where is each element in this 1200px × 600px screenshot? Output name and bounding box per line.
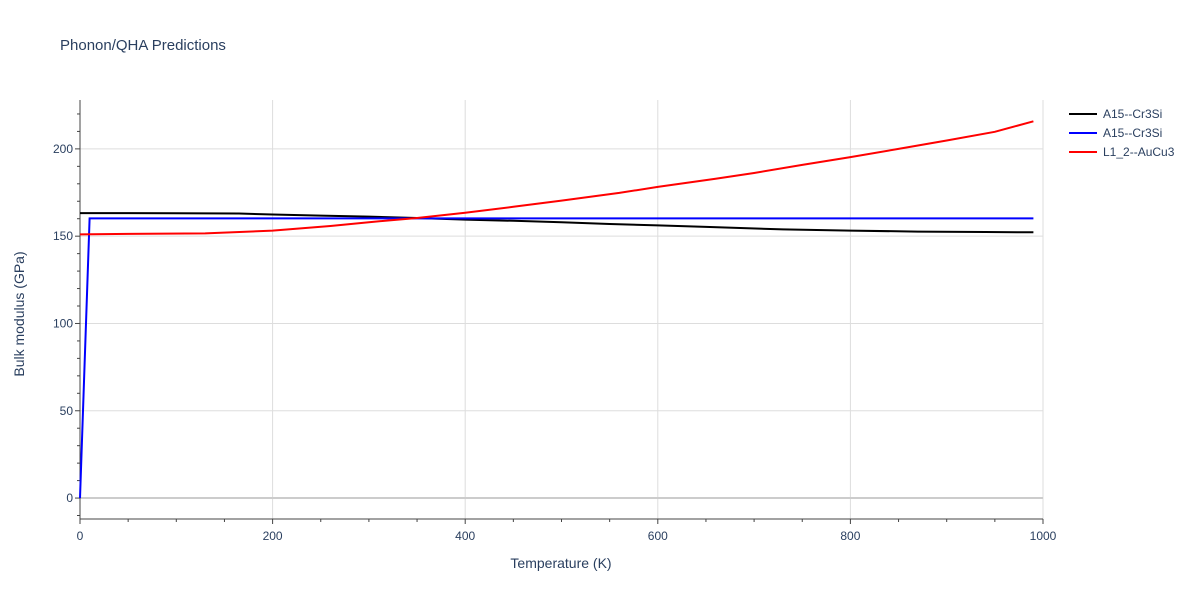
legend[interactable]: A15--Cr3Si A15--Cr3Si L1_2--AuCu3 bbox=[1069, 107, 1175, 159]
series-line-2 bbox=[79, 217, 1034, 499]
series-line-3 bbox=[79, 120, 1034, 236]
gridlines bbox=[80, 100, 1044, 519]
legend-item-1[interactable]: A15--Cr3Si bbox=[1069, 107, 1162, 121]
legend-item-3[interactable]: L1_2--AuCu3 bbox=[1069, 145, 1175, 159]
legend-label: A15--Cr3Si bbox=[1103, 126, 1162, 140]
x-tick-label: 200 bbox=[263, 529, 283, 543]
x-tick-label: 800 bbox=[840, 529, 860, 543]
legend-item-2[interactable]: A15--Cr3Si bbox=[1069, 126, 1162, 140]
chart-title: Phonon/QHA Predictions bbox=[60, 37, 226, 54]
series-line-1 bbox=[80, 212, 1034, 234]
y-tick-label: 200 bbox=[53, 142, 73, 156]
series-group bbox=[79, 120, 1034, 499]
x-tick-label: 600 bbox=[648, 529, 668, 543]
y-tick-label: 0 bbox=[66, 491, 73, 505]
x-axis-title: Temperature (K) bbox=[510, 555, 611, 571]
x-tick-label: 1000 bbox=[1030, 529, 1057, 543]
x-tick-label: 0 bbox=[77, 529, 84, 543]
y-tick-label: 50 bbox=[60, 404, 74, 418]
y-tick-label: 100 bbox=[53, 316, 73, 330]
legend-label: L1_2--AuCu3 bbox=[1103, 145, 1175, 159]
legend-label: A15--Cr3Si bbox=[1103, 107, 1162, 121]
y-tick-label: 150 bbox=[53, 229, 73, 243]
axes: 0 200 400 600 800 1000 0 50 100 150 200 bbox=[53, 100, 1057, 543]
x-tick-label: 400 bbox=[455, 529, 475, 543]
y-axis-title: Bulk modulus (GPa) bbox=[11, 251, 27, 376]
